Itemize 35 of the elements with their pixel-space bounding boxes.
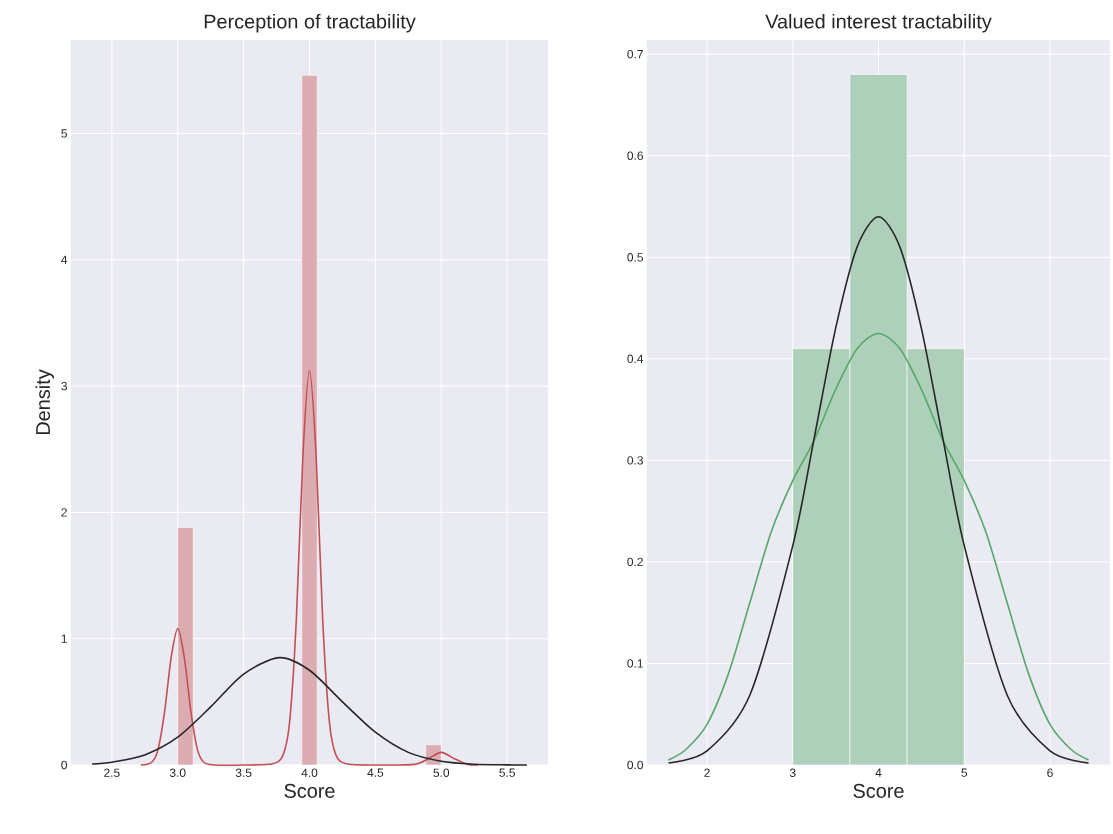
chart-title: Valued interest tractability [765, 13, 992, 33]
chart-title: Perception of tractability [204, 13, 416, 33]
line-series [91, 656, 528, 766]
x-axis-title: Score [853, 783, 904, 798]
y-tick-label: 0.1 [627, 659, 643, 668]
x-tick-label: 6 [1047, 768, 1053, 777]
x-axis-title: Score [284, 783, 335, 798]
x-tick-label: 2 [704, 768, 710, 777]
x-tick-label: 2.5 [104, 768, 120, 777]
x-tick-label: 4.5 [367, 768, 384, 777]
x-tick-label: 3.5 [235, 768, 252, 777]
y-tick-label: 4 [61, 255, 68, 264]
line-series [667, 332, 1090, 761]
line-series [140, 370, 479, 766]
y-tick-label: 0.5 [627, 253, 643, 262]
y-tick-label: 0.4 [627, 354, 644, 364]
y-tick-label: 0.0 [627, 760, 644, 770]
y-axis-title: Density [35, 369, 54, 435]
y-tick-label: 0.7 [627, 49, 643, 59]
y-tick-label: 5 [61, 129, 67, 138]
y-tick-label: 0.2 [627, 557, 643, 567]
x-tick-label: 4 [875, 768, 882, 777]
x-tick-label: 5.5 [499, 768, 515, 777]
y-tick-label: 0 [61, 760, 68, 770]
x-tick-label: 5.0 [433, 768, 450, 777]
y-tick-label: 3 [61, 381, 67, 391]
y-tick-label: 0.6 [627, 151, 643, 160]
x-tick-label: 3.0 [169, 768, 186, 777]
y-tick-label: 1 [61, 634, 67, 643]
x-tick-label: 5 [961, 768, 968, 777]
x-tick-label: 3 [789, 768, 796, 777]
x-tick-label: 4.0 [301, 768, 318, 777]
line-series [667, 215, 1090, 764]
y-tick-label: 2 [61, 508, 67, 517]
y-tick-label: 0.3 [627, 456, 643, 465]
